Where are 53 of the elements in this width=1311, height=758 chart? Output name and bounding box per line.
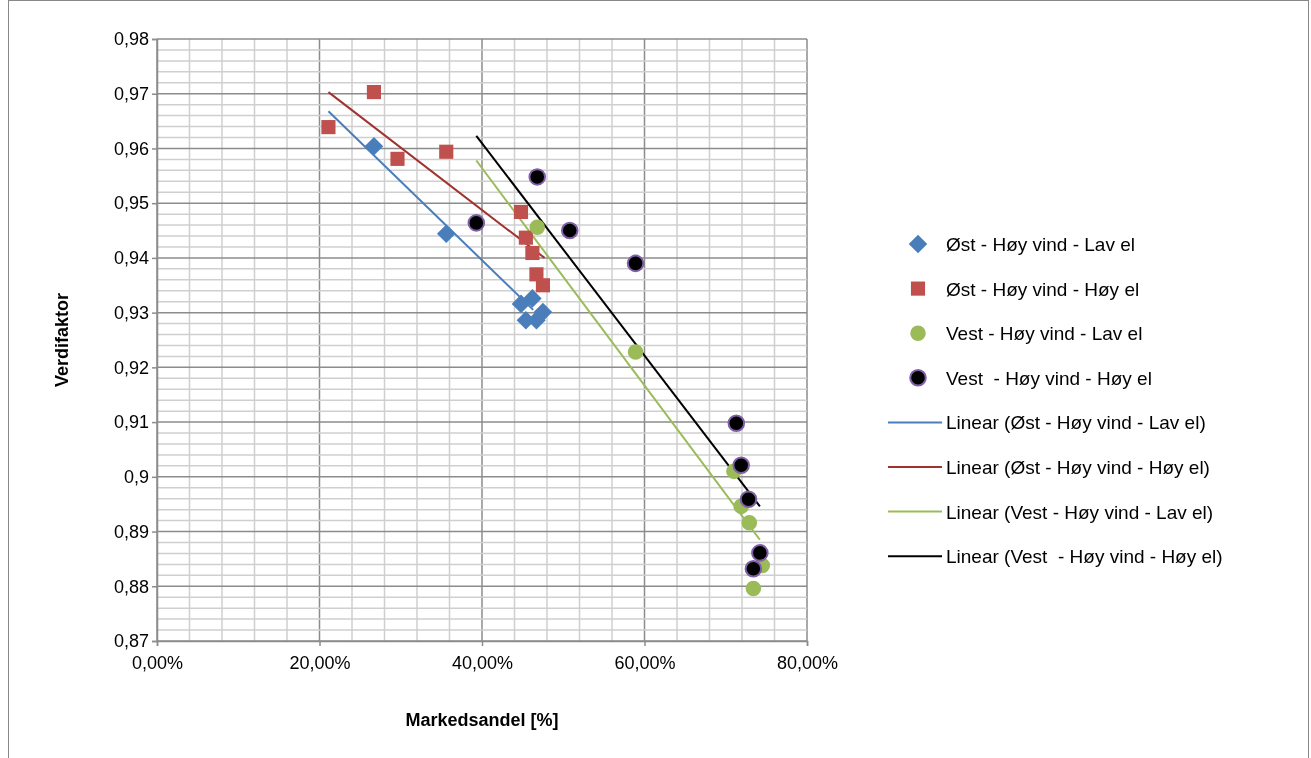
point <box>513 204 529 220</box>
legend-label: Linear (Øst - Høy vind - Lav el) <box>946 412 1206 434</box>
point <box>739 490 758 509</box>
legend-label: Linear (Øst - Høy vind - Høy el) <box>946 457 1210 478</box>
point <box>626 254 645 273</box>
x-tick-label: 40,00% <box>451 652 514 673</box>
point <box>439 144 454 159</box>
point <box>390 151 405 166</box>
point <box>467 214 486 232</box>
point <box>529 219 546 236</box>
point <box>525 245 540 261</box>
y-tick-label: 0,91 <box>113 412 149 433</box>
legend-label: Linear (Vest - Høy vind - Høy el) <box>946 546 1223 568</box>
legend-label: Vest - Høy vind - Lav el <box>946 323 1143 345</box>
y-tick-label: 0,9 <box>123 467 149 488</box>
point <box>533 302 553 322</box>
y-tick-label: 0,92 <box>113 357 149 378</box>
point <box>364 136 384 156</box>
y-tick-label: 0,87 <box>113 631 149 652</box>
y-tick-label: 0,94 <box>113 248 149 269</box>
legend-label: Linear (Vest - Høy vind - Lav el) <box>946 501 1214 523</box>
point <box>535 278 551 293</box>
point <box>436 224 456 244</box>
y-axis-title: Verdifaktor <box>52 292 72 388</box>
point <box>744 560 763 578</box>
point <box>366 85 382 100</box>
point <box>321 120 336 135</box>
y-tick-label: 0,98 <box>113 29 149 50</box>
point <box>511 294 531 314</box>
y-tick-label: 0,95 <box>113 193 149 214</box>
point <box>528 168 547 186</box>
x-tick-label: 20,00% <box>289 652 351 673</box>
x-tick-label: 60,00% <box>614 652 676 673</box>
legend-label: Vest - Høy vind - Høy el <box>946 367 1152 389</box>
y-tick-label: 0,93 <box>113 302 149 323</box>
point <box>560 221 579 240</box>
legend-label: Øst - Høy vind - Høy el <box>946 278 1140 300</box>
point <box>741 515 758 531</box>
legend-label: Øst - Høy vind - Lav el <box>946 234 1135 255</box>
point <box>732 456 750 475</box>
point <box>751 544 769 562</box>
y-tick-label: 0,88 <box>113 576 149 597</box>
y-tick-label: 0,97 <box>113 83 149 104</box>
x-tick-label: 80,00% <box>776 652 839 673</box>
point <box>523 289 542 308</box>
point <box>727 414 746 432</box>
point <box>627 344 644 360</box>
y-tick-label: 0,96 <box>113 138 149 159</box>
x-axis-title: Markedsandel [%] <box>405 710 559 730</box>
point <box>518 230 533 245</box>
y-tick-label: 0,89 <box>113 521 149 542</box>
point <box>745 580 762 597</box>
x-tick-label: 0,00% <box>131 652 184 673</box>
